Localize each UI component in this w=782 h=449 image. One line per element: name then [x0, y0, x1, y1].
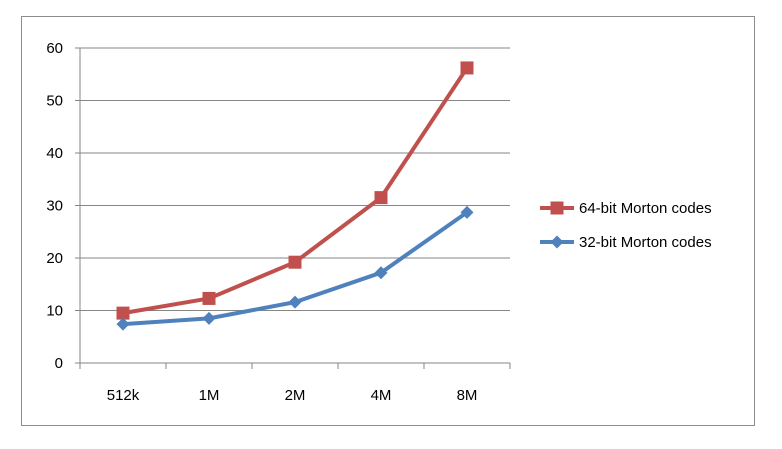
legend: 64-bit Morton codes 32-bit Morton codes	[540, 200, 712, 251]
x-tick-label: 2M	[285, 387, 306, 404]
legend-label: 32-bit Morton codes	[579, 234, 712, 251]
data-point	[288, 255, 302, 269]
series-a	[116, 61, 474, 320]
legend-square-marker	[550, 201, 564, 215]
y-tick-label: 0	[55, 355, 63, 372]
data-point	[460, 205, 474, 219]
data-point	[202, 291, 216, 305]
data-point	[202, 311, 216, 325]
data-point	[374, 191, 388, 205]
data-point	[460, 61, 474, 75]
data-point	[116, 317, 130, 331]
y-tick-label: 50	[46, 93, 63, 110]
chart-frame	[21, 16, 755, 426]
data-point	[116, 306, 130, 320]
legend-entry: 32-bit Morton codes	[540, 234, 712, 251]
legend-label: 64-bit Morton codes	[579, 200, 712, 217]
legend-entry: 64-bit Morton codes	[540, 200, 712, 217]
data-point	[288, 295, 302, 309]
y-tick-label: 30	[46, 198, 63, 215]
x-tick-label: 512k	[107, 387, 140, 404]
x-tick-label: 1M	[199, 387, 220, 404]
gridlines	[80, 47, 510, 311]
y-tick-label: 20	[46, 250, 63, 267]
y-axis-ticks: 0 10 20 30 40 50 60	[46, 40, 80, 372]
y-tick-label: 60	[46, 40, 63, 57]
data-point	[374, 266, 388, 280]
series-line	[121, 65, 469, 316]
y-tick-label: 40	[46, 145, 63, 162]
x-tick-label: 8M	[457, 387, 478, 404]
series-layer	[116, 61, 474, 331]
series-b	[116, 205, 474, 331]
legend-diamond-marker	[550, 235, 564, 249]
y-tick-label: 10	[46, 303, 63, 320]
x-tick-label: 4M	[371, 387, 392, 404]
x-axis-ticks: 512k 1M 2M 4M 8M	[79, 363, 511, 404]
